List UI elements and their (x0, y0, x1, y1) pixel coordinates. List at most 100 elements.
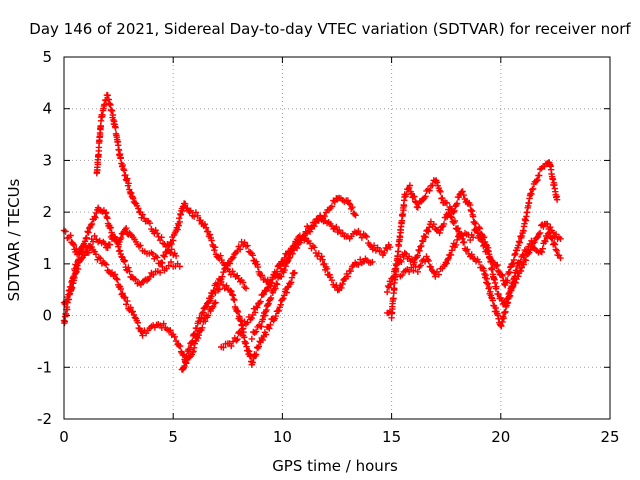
data-point (226, 260, 234, 267)
data-point (478, 264, 486, 271)
y-tick-label: 5 (42, 48, 52, 66)
data-point (148, 249, 155, 256)
data-point (158, 234, 165, 241)
data-point (524, 250, 532, 257)
data-point (374, 244, 381, 251)
data-point (284, 258, 291, 265)
data-point (154, 230, 161, 237)
data-point (114, 239, 121, 247)
data-point (219, 273, 226, 280)
series-sat-e (178, 269, 298, 373)
data-point (369, 258, 376, 266)
data-point (512, 279, 519, 286)
data-point (108, 107, 116, 114)
x-tick-label: 20 (491, 428, 510, 446)
data-point (239, 321, 246, 329)
data-point (339, 229, 346, 237)
data-point (529, 185, 537, 192)
data-point (201, 304, 209, 311)
data-point (448, 214, 455, 221)
data-point (255, 343, 262, 350)
data-point (400, 202, 408, 210)
data-point (160, 320, 167, 327)
data-point (103, 213, 110, 221)
series-sat-d (60, 243, 219, 367)
data-point (446, 210, 453, 217)
data-point (447, 213, 454, 220)
data-point (439, 194, 446, 202)
data-point (125, 180, 132, 187)
data-point (69, 240, 77, 247)
data-point (67, 232, 74, 239)
data-point (171, 333, 178, 340)
data-point (116, 247, 124, 254)
data-point (415, 246, 422, 254)
data-point (440, 220, 448, 228)
data-point (489, 264, 496, 272)
data-point (74, 262, 81, 269)
data-point (286, 254, 293, 261)
data-point (207, 295, 214, 302)
data-point (123, 301, 130, 308)
data-point (318, 253, 325, 260)
data-point (230, 296, 237, 303)
data-point (254, 304, 261, 311)
data-point (544, 220, 551, 228)
data-point (414, 268, 421, 275)
data-point (311, 223, 318, 230)
data-point (273, 268, 281, 275)
data-point (453, 201, 460, 209)
series-sat-k (397, 224, 564, 308)
data-point (211, 244, 219, 251)
data-point (309, 242, 317, 250)
data-point (135, 205, 142, 212)
data-point (386, 244, 394, 251)
data-point (230, 254, 237, 261)
data-point (269, 275, 276, 283)
data-point (192, 209, 200, 216)
data-point (88, 243, 95, 251)
data-point (261, 312, 269, 319)
data-point (417, 262, 424, 269)
data-point (433, 179, 441, 186)
data-point (447, 251, 455, 259)
data-point (503, 295, 511, 303)
data-point (238, 329, 245, 336)
data-point (531, 239, 538, 246)
data-point (103, 261, 110, 268)
data-point (259, 316, 266, 323)
data-point (370, 242, 378, 249)
series-sat-f (218, 194, 359, 351)
data-point (290, 245, 297, 252)
data-point (239, 279, 247, 286)
data-point (165, 242, 172, 250)
data-point (256, 299, 263, 307)
data-point (323, 265, 331, 272)
data-point (384, 288, 391, 296)
data-point (114, 276, 121, 283)
data-point (282, 263, 289, 270)
data-point (552, 231, 560, 238)
data-point (211, 300, 218, 307)
data-point (199, 324, 206, 331)
data-point (223, 282, 230, 289)
data-point (426, 187, 433, 194)
data-point (262, 331, 270, 338)
data-point (352, 212, 359, 219)
data-point (234, 336, 241, 343)
data-point (165, 262, 172, 269)
x-tick-label: 15 (382, 428, 401, 446)
data-point (459, 188, 466, 195)
data-point (278, 273, 285, 280)
data-point (64, 306, 71, 313)
data-point (276, 261, 283, 269)
data-point (161, 253, 168, 260)
data-point (94, 166, 101, 174)
data-point (123, 225, 130, 232)
data-point (216, 286, 223, 293)
data-point (469, 234, 477, 241)
data-point (182, 359, 190, 366)
data-point (437, 188, 444, 195)
data-point (267, 321, 274, 328)
data-point (212, 299, 219, 306)
